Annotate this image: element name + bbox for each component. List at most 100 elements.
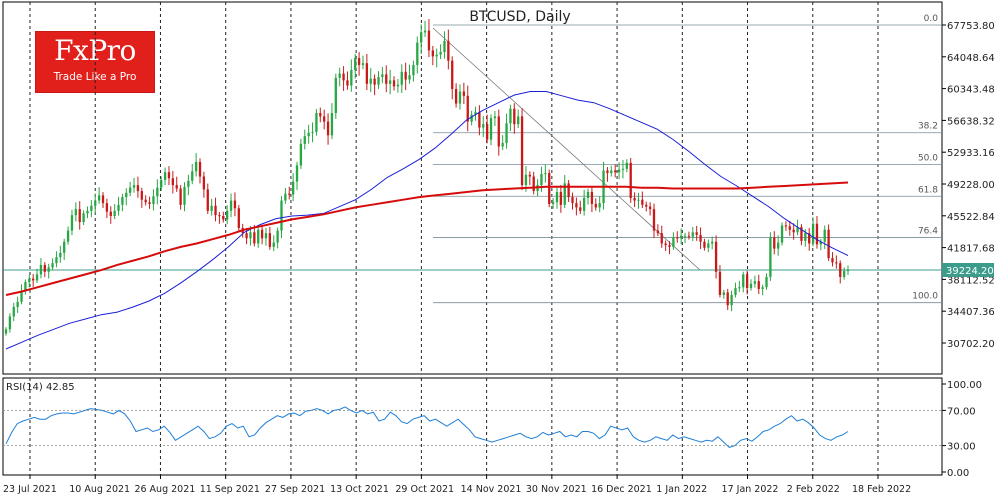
candle [501,135,504,151]
candle [482,115,485,138]
candle-body [51,263,54,268]
candle [544,164,547,183]
candle [792,223,795,240]
candle-body [443,40,446,53]
candle-body [404,71,407,80]
candle-body [470,114,473,122]
candle-body [567,183,570,198]
candle [757,274,760,295]
candle-body [82,213,85,223]
candle-body [551,202,555,204]
candle-body [753,281,757,284]
candle-body [559,191,563,205]
candle [617,162,621,180]
candle [711,236,714,250]
candle [652,203,656,239]
candle [260,225,264,245]
candle-body [373,78,376,85]
candle [811,217,815,247]
candle-body [586,191,590,198]
candle [722,289,725,299]
candle [326,113,330,145]
candle [509,104,512,132]
rsi-plot-frame [2,377,943,476]
candle-body [74,209,78,216]
candle-body [129,187,132,193]
candle [229,193,233,218]
candle [113,204,116,220]
candle [82,210,85,226]
x-tick-label: 17 Jan 2022 [722,484,779,495]
candle [714,235,718,279]
candle-body [431,50,434,57]
candle [109,206,112,224]
candle [637,192,640,209]
candle-body [416,42,419,65]
rsi-y-tick-label: 100.00 [947,380,982,391]
candle [718,265,722,298]
candle [51,258,54,271]
candle [86,206,89,219]
candle [404,62,407,91]
candle [117,196,120,216]
y-tick-label: 49228.00 [947,180,995,191]
candle [191,163,194,185]
x-tick-label: 1 Jan 2022 [656,484,707,495]
candle-body [117,204,120,211]
candle-body [20,290,23,302]
candle [295,161,299,191]
candle [734,282,737,298]
fib-level-label: 50.0 [918,154,938,164]
candle-body [136,185,140,192]
candle [513,103,516,134]
rsi-y-tick-label: 30.00 [947,442,976,453]
candle [493,111,497,126]
candle-body [745,274,749,289]
candle [420,24,423,54]
candle-body [594,203,597,208]
candle-body [194,161,198,172]
fib-level-label: 0.0 [924,14,939,24]
candle-body [478,112,481,128]
x-tick-label: 2 Feb 2022 [787,484,840,495]
candle-body [226,210,229,220]
candle-body [237,208,240,229]
candle [94,193,97,214]
candle-body [707,243,710,248]
candle-body [163,172,167,180]
x-tick-label: 29 Oct 2021 [395,484,454,495]
candle [582,189,586,216]
candle [167,166,171,186]
rsi-level-lines [3,409,942,447]
candle-body [423,30,427,33]
x-tick-label: 10 Aug 2021 [69,484,130,495]
candle-body [823,229,826,242]
x-tick-label: 26 Aug 2021 [134,484,195,495]
candle-body [776,242,780,249]
candle-body [319,113,322,117]
candle [412,60,415,82]
candlesticks [4,19,850,336]
candle-body [544,173,547,175]
fibonacci-trend-line [432,27,701,271]
candle-body [831,258,834,263]
candle-body [780,225,784,243]
candle [427,19,431,58]
candle-body [385,74,388,84]
candle [210,198,213,216]
candle [152,189,155,211]
candle [831,252,834,267]
candle-body [210,205,213,211]
candle-body [454,88,458,104]
x-tick-label: 30 Nov 2021 [526,484,587,495]
candle [645,201,648,212]
candle-body [369,78,372,84]
candle-body [695,232,698,235]
candle-body [260,229,264,239]
candle-body [839,263,842,277]
candle [280,196,283,239]
candle-body [140,191,143,200]
candle [35,268,39,283]
current-price-label: 39224.20 [946,266,994,277]
candle [233,192,237,217]
